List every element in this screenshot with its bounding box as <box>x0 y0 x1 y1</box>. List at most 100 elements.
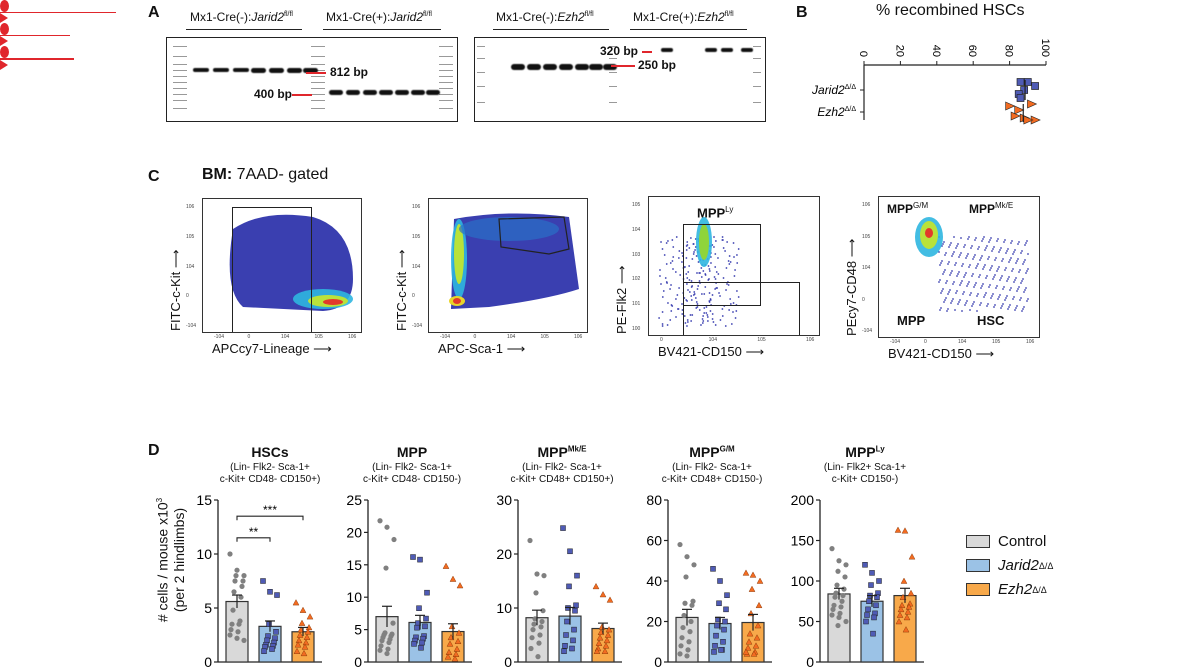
density-dot <box>965 257 967 259</box>
y-tick-label: 30 <box>496 492 512 508</box>
data-point-control <box>537 632 543 638</box>
bar-chart-subtitle-1: (Lin- Flk2- Sca-1+ c-Kit+ CD48- CD150+) <box>219 462 321 485</box>
data-point-ezh2 <box>742 569 750 576</box>
density-dot <box>967 253 969 255</box>
density-dot <box>942 243 944 245</box>
density-dot <box>985 247 987 249</box>
y-tick-label: 0 <box>504 654 512 670</box>
data-point-ezh2 <box>303 633 311 640</box>
density-dot <box>727 284 730 286</box>
data-point-jarid2 <box>566 583 572 590</box>
density-dot <box>1007 248 1009 250</box>
density-dot <box>995 287 997 289</box>
data-point-control <box>385 646 391 652</box>
gel-band <box>426 90 440 95</box>
bar-chart-title-1: HSCs <box>251 444 289 460</box>
density-dot <box>666 324 669 326</box>
significance-label: ** <box>249 525 259 539</box>
density-dot <box>955 292 957 294</box>
density-dot <box>1021 310 1023 312</box>
data-point-ezh2 <box>300 649 308 657</box>
data-point-ezh2 <box>752 642 760 649</box>
gel-band <box>251 68 266 73</box>
gel-ladder-band <box>311 46 325 47</box>
data-point-jarid2 <box>274 592 280 598</box>
density-dot <box>1019 299 1021 301</box>
gel-band <box>705 48 717 52</box>
gel1-image <box>166 37 458 122</box>
gel1-group2-title: Mx1-Cre(+):Jarid2fl/fl <box>326 10 432 24</box>
data-point-jarid2 <box>273 629 279 635</box>
density-dot <box>981 240 983 242</box>
density-dot <box>698 309 701 311</box>
gel-ladder-band <box>311 70 325 71</box>
density-dot <box>1001 305 1003 307</box>
data-point-jarid2 <box>718 647 724 653</box>
density-dot <box>971 305 973 307</box>
density-dot <box>961 280 963 282</box>
flow-xlabel-3: BV421-CD150 ⟶ <box>658 344 765 359</box>
density-dot <box>703 307 706 309</box>
legend-swatch-ezh2 <box>966 583 990 596</box>
flow-xtick: -104 <box>214 334 225 340</box>
flow-density <box>915 217 1029 312</box>
density-dot <box>1014 249 1016 251</box>
flow-ytick: 106 <box>186 204 195 210</box>
density-dot <box>958 301 960 303</box>
data-point-jarid2 <box>574 572 580 579</box>
density-dot <box>721 236 724 238</box>
gel-ladder-band <box>173 56 187 57</box>
gel1-group1-title: Mx1-Cre(-):Jarid2fl/fl <box>190 10 293 24</box>
density-dot <box>988 241 990 243</box>
density-dot <box>986 305 988 307</box>
density-region <box>699 224 709 260</box>
data-point-control <box>834 582 840 588</box>
data-point-control <box>843 562 849 568</box>
flow-xtick: 106 <box>348 334 357 340</box>
data-point-ezh2 <box>895 618 903 625</box>
density-dot <box>971 245 973 247</box>
data-point-jarid2 <box>563 632 569 638</box>
y-tick-label: 0 <box>806 654 814 670</box>
density-dot <box>1016 305 1018 307</box>
density-dot <box>1001 275 1003 277</box>
density-dot <box>1000 307 1002 309</box>
density-dot <box>708 292 711 294</box>
density-dot <box>1008 276 1010 278</box>
data-point-control <box>838 604 844 610</box>
density-dot <box>696 306 699 308</box>
gate-flk2-negative <box>683 282 800 335</box>
panel-b-point-jarid2 <box>1031 82 1039 90</box>
density-dot <box>713 246 715 248</box>
density-dot <box>737 296 740 298</box>
gel1-marker-400: 400 bp <box>254 87 293 101</box>
flow-plot-3: MPPLy <box>648 196 820 336</box>
density-dot <box>659 275 661 277</box>
data-point-ezh2 <box>456 582 464 589</box>
gel-band <box>233 68 249 72</box>
density-dot <box>677 308 680 310</box>
density-dot <box>955 262 957 264</box>
density-dot <box>998 266 1000 268</box>
density-dot <box>661 296 664 298</box>
density-dot <box>698 280 701 282</box>
density-dot <box>721 315 724 317</box>
density-dot <box>972 303 974 305</box>
data-point-control <box>677 651 683 657</box>
data-point-control <box>842 574 848 580</box>
density-dot <box>1012 298 1014 300</box>
density-dot <box>957 303 959 305</box>
data-point-ezh2 <box>605 626 613 633</box>
flow-xtick: -104 <box>890 339 901 345</box>
data-point-ezh2 <box>903 614 911 621</box>
panel-b-point-jarid2 <box>1020 86 1029 94</box>
density-dot <box>974 284 976 286</box>
data-point-control <box>536 640 542 646</box>
density-dot <box>948 246 950 248</box>
density-dot <box>1020 282 1022 284</box>
density-dot <box>995 257 997 259</box>
data-point-ezh2 <box>908 553 916 560</box>
density-dot <box>991 295 993 297</box>
density-dot <box>1008 261 1010 263</box>
density-dot <box>983 296 985 298</box>
